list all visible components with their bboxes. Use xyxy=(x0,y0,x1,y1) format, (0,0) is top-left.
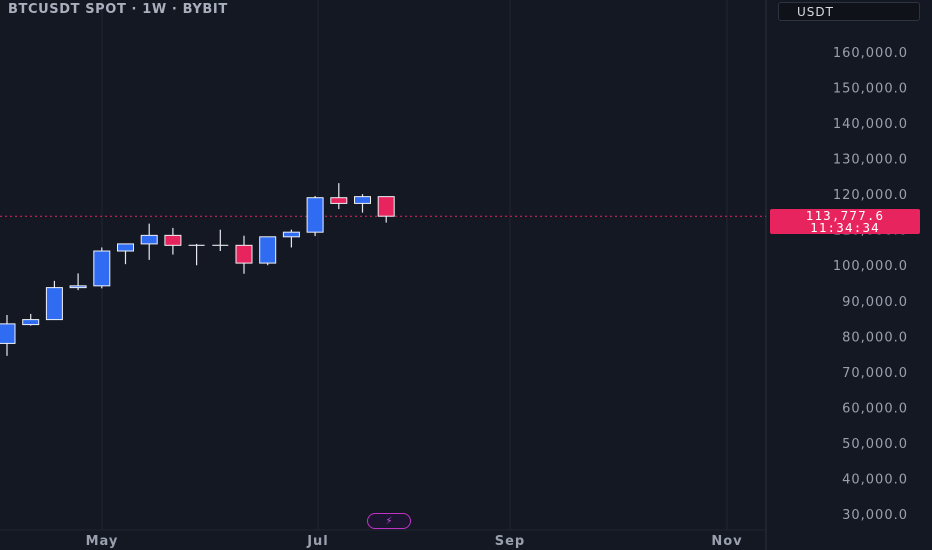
candle xyxy=(140,223,158,260)
candle xyxy=(377,196,395,223)
candle xyxy=(69,273,87,291)
price-tick-label: 150,000.0 xyxy=(833,82,908,97)
candle xyxy=(282,229,300,248)
price-tick-label: 40,000.0 xyxy=(842,472,908,487)
time-tick-label: May xyxy=(86,534,119,549)
candle xyxy=(0,314,16,356)
last-price-tag: 113,777.6 11:34:34 xyxy=(770,209,920,234)
candle xyxy=(117,243,134,265)
candle-body xyxy=(140,234,158,245)
time-axis[interactable]: May Jul Sep Nov xyxy=(86,534,743,549)
candle xyxy=(45,280,63,321)
candle-body xyxy=(117,243,134,252)
candle-body xyxy=(235,244,253,264)
candle-body xyxy=(330,197,348,204)
price-tick-label: 50,000.0 xyxy=(842,437,908,452)
candle-body xyxy=(93,250,111,287)
candle xyxy=(306,195,324,237)
price-tick-label: 140,000.0 xyxy=(833,117,908,132)
price-tick-label: 70,000.0 xyxy=(842,366,908,381)
candle-body xyxy=(164,234,182,246)
candle xyxy=(164,227,182,255)
candle xyxy=(354,194,371,213)
candle xyxy=(22,313,40,326)
candles xyxy=(0,183,395,356)
candle-body xyxy=(45,287,63,321)
currency-selector[interactable]: USDT xyxy=(778,2,920,21)
candle xyxy=(235,235,253,274)
candle xyxy=(259,236,277,266)
lightning-icon[interactable]: ⚡ xyxy=(367,513,411,529)
price-tick-label: 130,000.0 xyxy=(833,153,908,168)
chart-gridlines xyxy=(101,0,728,530)
candle-body xyxy=(354,196,371,204)
candle-body xyxy=(22,319,40,326)
candle-body xyxy=(377,196,395,217)
candle xyxy=(188,243,205,266)
price-tick-label: 60,000.0 xyxy=(842,401,908,416)
price-tick-label: 30,000.0 xyxy=(842,508,908,523)
candle xyxy=(212,229,229,252)
candle-body xyxy=(69,285,87,289)
price-tick-label: 80,000.0 xyxy=(842,330,908,345)
price-axis[interactable]: 160,000.0 150,000.0 140,000.0 130,000.0 120,… xyxy=(833,46,908,523)
candle-body xyxy=(282,231,300,238)
candle-body xyxy=(259,236,277,264)
candle-body xyxy=(0,323,16,344)
candle xyxy=(93,247,111,289)
bar-countdown: 11:34:34 xyxy=(810,219,880,235)
time-tick-label: Sep xyxy=(495,534,526,549)
price-tick-label: 90,000.0 xyxy=(842,295,908,310)
price-tick-label: 160,000.0 xyxy=(833,46,908,61)
time-tick-label: Nov xyxy=(711,534,742,549)
price-tick-label: 120,000.0 xyxy=(833,188,908,203)
candle-body xyxy=(306,197,324,233)
candle xyxy=(330,183,348,210)
time-tick-label: Jul xyxy=(306,534,329,549)
price-tick-label: 100,000.0 xyxy=(833,259,908,274)
chart-title: BTCUSDT SPOT · 1W · BYBIT xyxy=(8,2,228,17)
last-price-value: 113,777.6 xyxy=(805,208,885,223)
